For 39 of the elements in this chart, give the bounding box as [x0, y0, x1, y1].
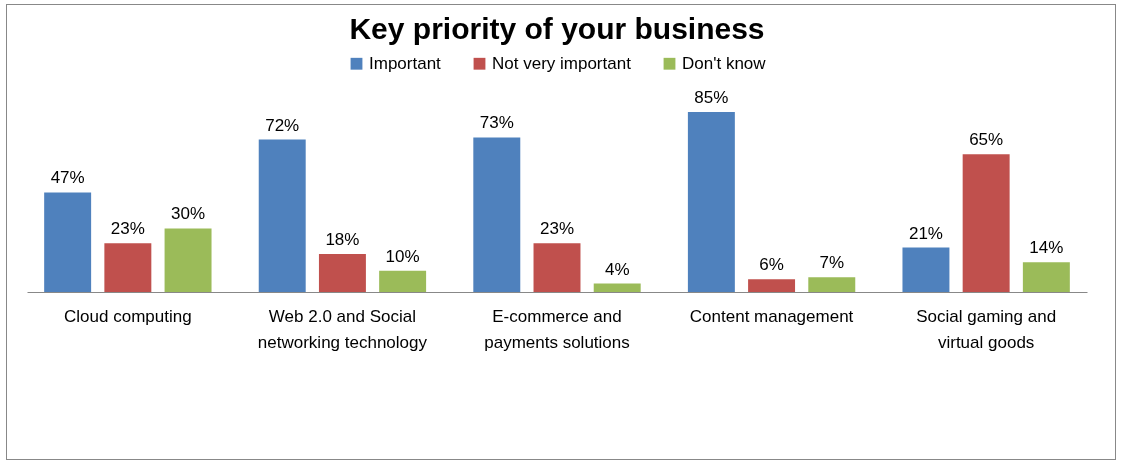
bar: [44, 192, 92, 292]
bar: [902, 247, 950, 292]
data-label: 65%: [969, 130, 1004, 150]
bar: [318, 253, 366, 292]
bar: [473, 137, 521, 292]
data-label: 4%: [604, 259, 630, 279]
bar: [687, 112, 735, 292]
x-tick-label: E-commerce and payments solutions: [484, 306, 630, 352]
data-label: 7%: [819, 253, 845, 273]
bar: [808, 277, 856, 292]
data-label: 30%: [171, 204, 206, 224]
x-tick-label: Web 2.0 and Social networking technology: [257, 306, 428, 352]
legend-label: Don't know: [682, 53, 767, 73]
x-tick-label: Cloud computing: [64, 306, 192, 326]
data-label: 10%: [385, 246, 420, 266]
bar: [533, 243, 581, 292]
bar: [104, 243, 152, 292]
data-label: 23%: [539, 219, 575, 239]
bar: [593, 283, 641, 292]
bar: [748, 279, 796, 292]
data-label: 21%: [908, 223, 943, 243]
legend-label: Not very important: [492, 53, 632, 73]
bar: [1022, 262, 1070, 292]
bar: [962, 154, 1010, 292]
data-label: 47%: [50, 168, 85, 188]
data-label: 73%: [479, 113, 514, 133]
data-label: 23%: [110, 219, 145, 239]
data-label: 85%: [694, 88, 729, 107]
x-tick-label: Content management: [689, 306, 854, 326]
data-label: 14%: [1029, 238, 1064, 258]
bar: [258, 139, 306, 292]
legend-label: Important: [369, 53, 442, 73]
chart-title: Key priority of your business: [349, 12, 765, 45]
data-label: 18%: [325, 229, 360, 249]
data-label: 6%: [759, 255, 784, 275]
data-label: 72%: [265, 115, 300, 135]
bar: [164, 228, 212, 292]
x-tick-label: Social gaming and virtual goods: [916, 306, 1057, 352]
bar: [379, 270, 427, 292]
